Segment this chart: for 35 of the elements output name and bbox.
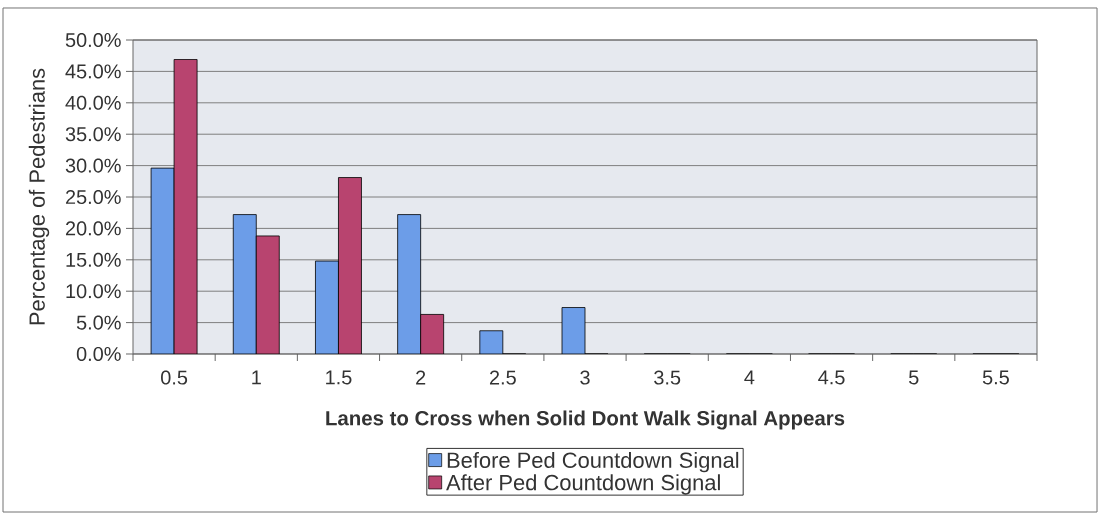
y-tick-label: 25.0% <box>65 189 121 205</box>
bar <box>256 235 280 354</box>
x-tick-label: 2 <box>416 370 426 385</box>
x-tick-label: 0.5 <box>161 370 188 385</box>
x-tick-label: 5 <box>908 370 919 385</box>
bar <box>233 214 257 354</box>
y-tick-label: 0.0% <box>76 346 121 362</box>
y-tick-label: 5.0% <box>76 315 121 330</box>
x-axis-title: Lanes to Cross when Solid Dont Walk Signal Appears <box>326 410 845 430</box>
x-tick-label: 2.5 <box>489 370 516 385</box>
bar <box>174 59 198 354</box>
y-tick-label: 35.0% <box>65 127 121 142</box>
y-tick-label: 30.0% <box>65 158 121 173</box>
y-tick-label: 50.0% <box>65 32 121 48</box>
legend-label: After Ped Countdown Signal <box>446 474 720 495</box>
x-tick-label: 3.5 <box>654 370 681 385</box>
bar <box>397 214 421 354</box>
legend-label: Before Ped Countdown Signal <box>447 451 739 473</box>
y-tick-label: 15.0% <box>66 252 121 267</box>
x-tick-label: 3 <box>580 370 590 385</box>
y-axis-title: Percentage of Pedestrians <box>28 68 50 325</box>
y-tick-label: 10.0% <box>66 284 121 299</box>
x-tick-label: 1.5 <box>326 370 352 385</box>
x-tick-label: 1 <box>252 370 261 385</box>
y-tick-label: 45.0% <box>65 64 121 79</box>
bar <box>420 314 444 354</box>
x-tick-label: 4.5 <box>818 370 845 385</box>
bar <box>151 168 175 354</box>
bar <box>315 261 339 354</box>
x-tick-label: 5.5 <box>982 370 1009 385</box>
y-tick-label: 40.0% <box>65 95 121 110</box>
bar <box>338 177 362 354</box>
bar <box>479 330 503 354</box>
x-tick-label: 4 <box>744 370 755 385</box>
y-tick-label: 20.0% <box>65 221 121 236</box>
